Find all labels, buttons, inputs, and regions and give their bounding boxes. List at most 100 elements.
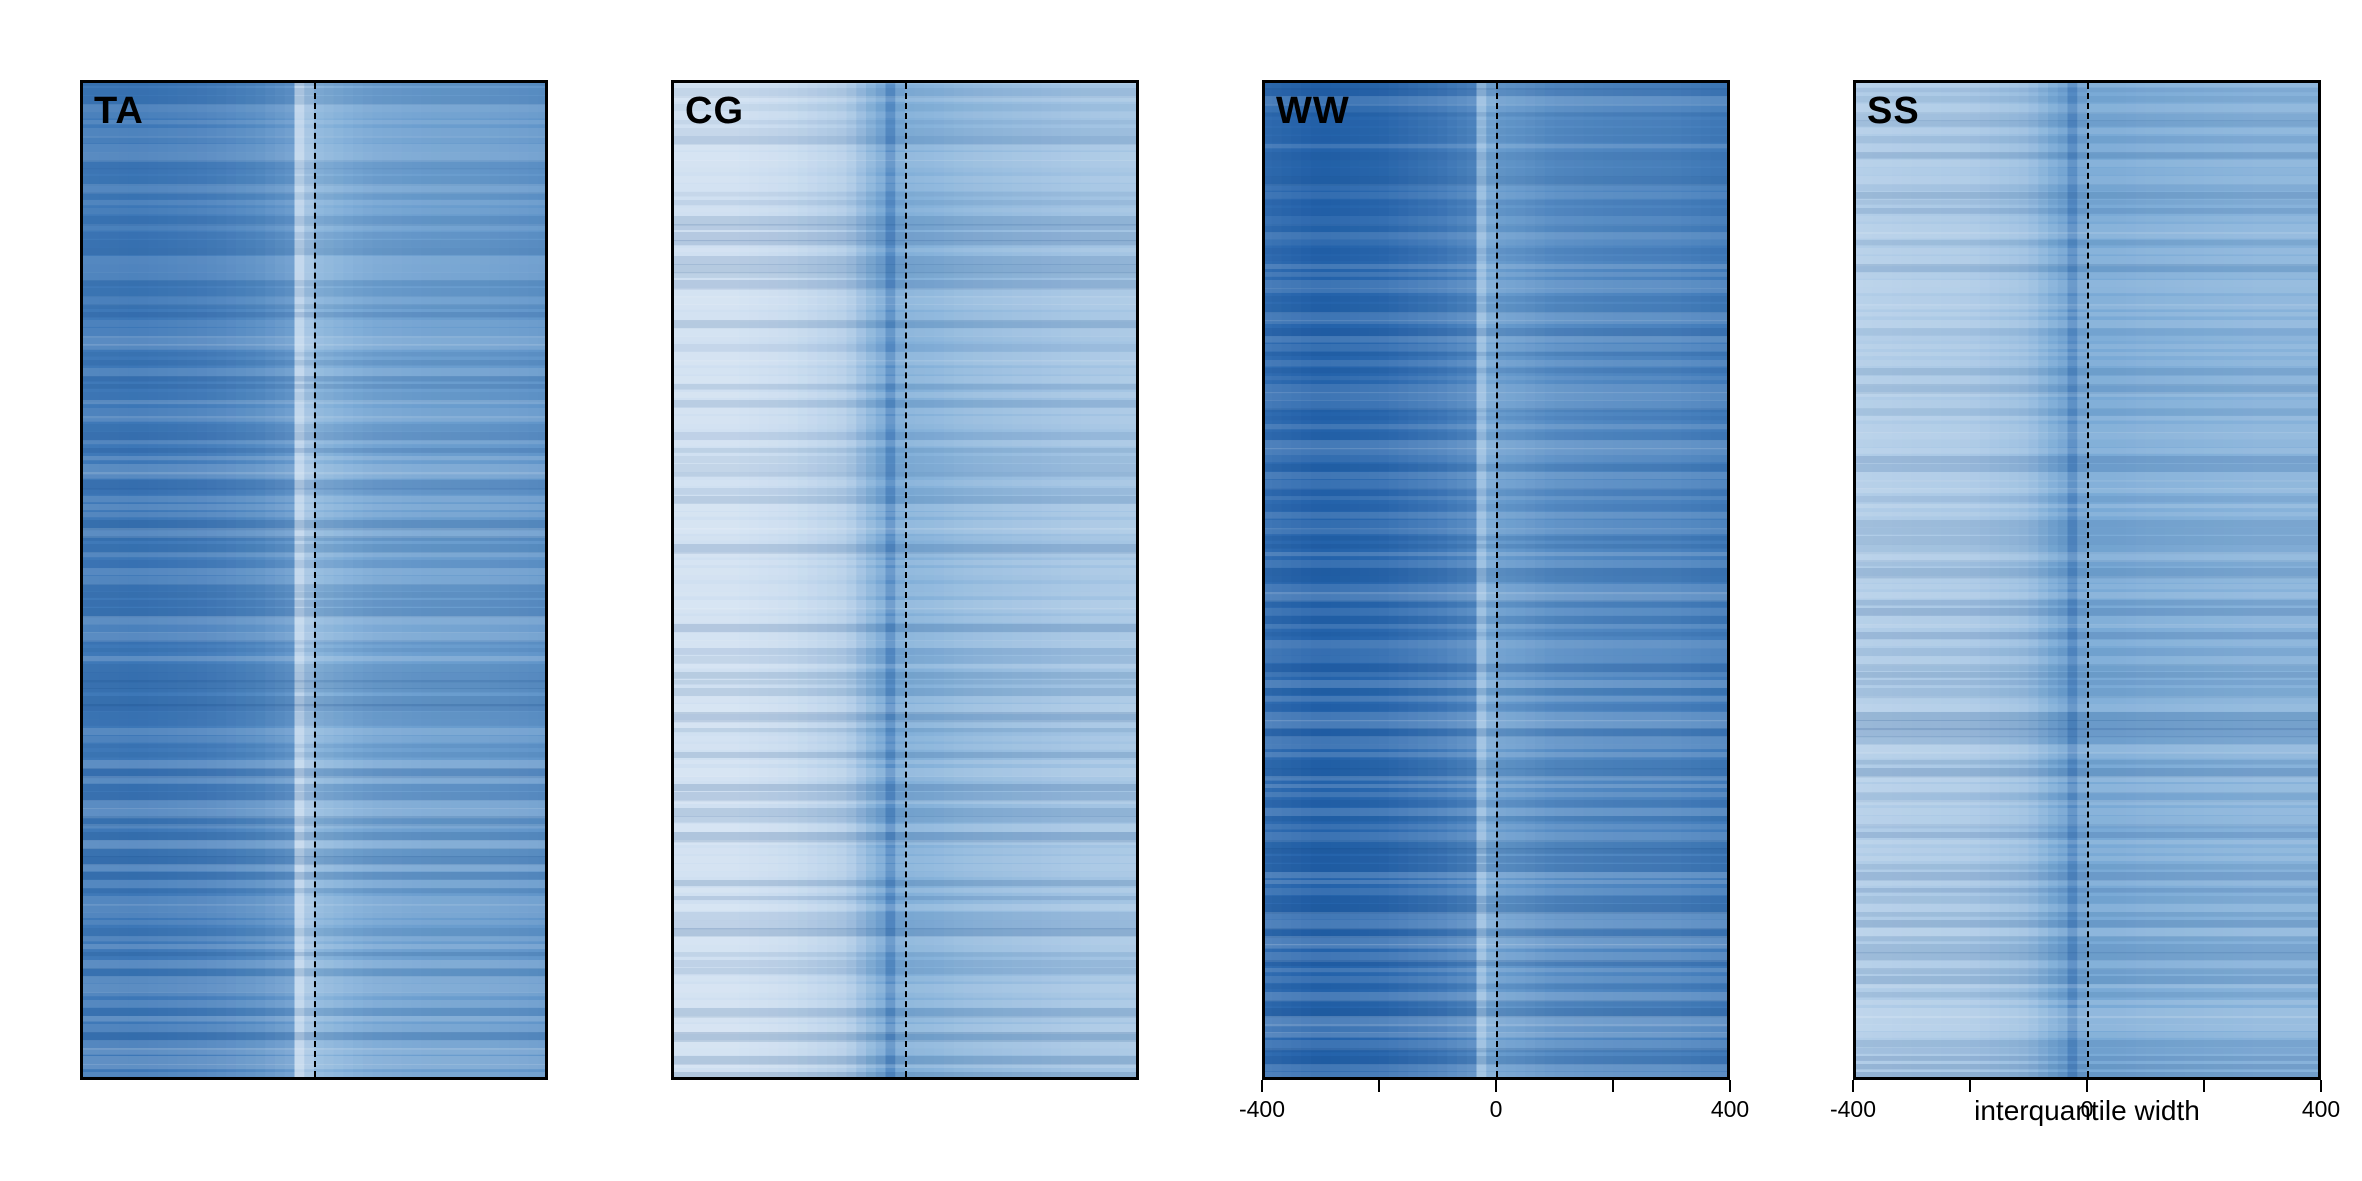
heatmap-row-texture — [1262, 392, 1730, 401]
heatmap-column — [1642, 80, 1653, 1080]
heatmap-row-texture — [80, 848, 548, 858]
heatmap-row-texture — [671, 264, 1139, 274]
heatmap-column — [2233, 80, 2244, 1080]
heatmap-row-texture — [1262, 536, 1730, 541]
heatmap-row-texture — [1853, 360, 2321, 367]
heatmap-row-texture — [671, 592, 1139, 597]
heatmap-row-texture — [671, 192, 1139, 197]
heatmap-column — [499, 80, 510, 1080]
heatmap-column — [1408, 80, 1419, 1080]
heatmap-row-texture — [1853, 240, 2321, 246]
heatmap-column — [1340, 80, 1351, 1080]
heatmap-row-texture — [1262, 424, 1730, 430]
heatmap-row-texture — [671, 904, 1139, 911]
heatmap-column — [1979, 80, 1991, 1080]
heatmap-row-texture — [1262, 784, 1730, 788]
heatmap-row-texture — [80, 160, 548, 170]
heatmap-row-texture — [671, 600, 1139, 610]
heatmap-column — [836, 80, 848, 1080]
heatmap-row-texture — [1262, 960, 1730, 967]
heatmap-column — [1320, 80, 1331, 1080]
heatmap-column — [265, 80, 276, 1080]
heatmap-row-texture — [80, 344, 548, 350]
heatmap-row-texture — [80, 984, 548, 993]
heatmap-row-texture — [80, 240, 548, 248]
heatmap-row-texture — [671, 416, 1139, 425]
heatmap-column — [2184, 80, 2195, 1080]
heatmap-row-texture — [1262, 792, 1730, 798]
heatmap-row-texture — [80, 352, 548, 357]
heatmap-row-texture — [80, 800, 548, 809]
heatmap-row-texture — [80, 448, 548, 453]
heatmap-row-texture — [671, 776, 1139, 782]
x-axis-title: interquantile width — [1974, 1095, 2200, 1126]
heatmap-row-texture — [1853, 608, 2321, 616]
heatmap-column — [1554, 80, 1565, 1080]
heatmap-row-texture — [1853, 728, 2321, 738]
heatmap-column — [1090, 80, 1101, 1080]
heatmap-column — [2282, 80, 2293, 1080]
heatmap-row-texture — [1262, 872, 1730, 879]
heatmap-row-texture — [80, 976, 548, 984]
heatmap-row-texture — [1262, 384, 1730, 394]
heatmap-column — [460, 80, 471, 1080]
heatmap-row-texture — [1262, 912, 1730, 920]
heatmap-panel-cg: CG — [671, 80, 1139, 1080]
heatmap-row-texture — [671, 464, 1139, 473]
heatmap-row-texture — [1853, 408, 2321, 416]
heatmap-row-texture — [80, 712, 548, 720]
heatmap-row-texture — [1853, 288, 2321, 294]
heatmap-row-texture — [671, 536, 1139, 541]
panel-title-cg: CG — [685, 90, 744, 132]
heatmap-row-texture — [80, 320, 548, 327]
heatmap-row-texture — [80, 936, 548, 942]
heatmap-row-texture — [80, 416, 548, 422]
heatmap-column — [372, 80, 383, 1080]
heatmap-row-texture — [80, 192, 548, 200]
heatmap-row-texture — [1853, 488, 2321, 494]
heatmap-column — [2262, 80, 2273, 1080]
heatmap-column — [1661, 80, 1673, 1080]
heatmap-column — [1447, 80, 1458, 1080]
heatmap-row-texture — [671, 512, 1139, 517]
heatmap-row-texture — [671, 448, 1139, 453]
heatmap-ta — [80, 80, 548, 1080]
heatmap-column — [739, 80, 750, 1080]
heatmap-row-texture — [80, 248, 548, 255]
heatmap-row-texture — [80, 456, 548, 461]
heatmap-row-texture — [80, 208, 548, 215]
heatmap-row-texture — [1853, 960, 2321, 970]
x-tick-label: -400 — [1829, 1096, 1877, 1122]
heatmap-column — [856, 80, 867, 1080]
heatmap-column — [827, 80, 838, 1080]
heatmap-row-texture — [1262, 344, 1730, 352]
heatmap-row-texture — [671, 840, 1139, 846]
x-tick — [1378, 1080, 1380, 1092]
heatmap-column — [1388, 80, 1400, 1080]
heatmap-row-texture — [671, 864, 1139, 872]
heatmap-row-texture — [80, 832, 548, 841]
heatmap-column — [323, 80, 335, 1080]
heatmap-row-texture — [1262, 376, 1730, 381]
heatmap-row-texture — [80, 872, 548, 880]
heatmap-row-texture — [1853, 456, 2321, 464]
heatmap-row-texture — [1853, 616, 2321, 625]
heatmap-column — [1262, 80, 1273, 1080]
heatmap-column — [479, 80, 491, 1080]
heatmap-row-texture — [80, 504, 548, 511]
heatmap-column — [2223, 80, 2234, 1080]
heatmap-row-texture — [1262, 272, 1730, 277]
heatmap-row-texture — [1853, 312, 2321, 317]
heatmap-row-texture — [1853, 856, 2321, 862]
heatmap-row-texture — [671, 784, 1139, 792]
heatmap-panel-ss: SS — [1853, 80, 2321, 1080]
heatmap-row-texture — [1262, 968, 1730, 973]
heatmap-column — [2057, 80, 2069, 1080]
heatmap-row-texture — [80, 608, 548, 618]
heatmap-row-texture — [671, 272, 1139, 278]
x-tick — [1261, 1080, 1263, 1092]
heatmap-row-texture — [80, 80, 548, 86]
heatmap-row-texture — [671, 1064, 1139, 1069]
heatmap-row-texture — [80, 312, 548, 318]
heatmap-row-texture — [1853, 88, 2321, 93]
